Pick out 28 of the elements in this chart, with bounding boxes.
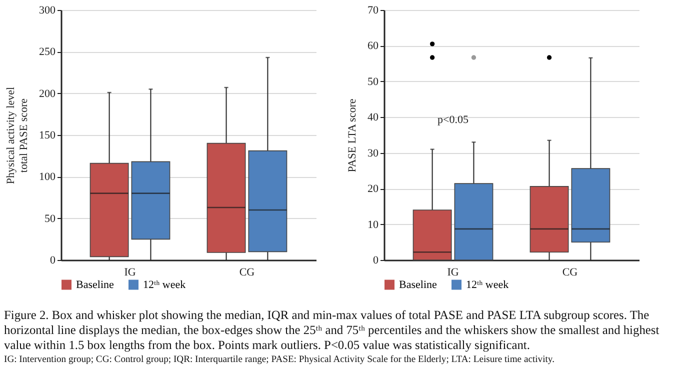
y-axis-title: Physical activity level total PASE score <box>5 86 30 184</box>
y-tick-label: 300 <box>39 4 56 16</box>
y-tick-label: 100 <box>39 171 56 184</box>
y-tick-label: 40 <box>368 112 379 124</box>
y-axis-title: PASE LTA score <box>346 98 358 172</box>
legend-label: 12ᵗʰ week <box>143 278 186 291</box>
y-tick-label: 250 <box>39 46 56 58</box>
legend-label: Baseline <box>399 278 437 291</box>
y-tick-label: 30 <box>368 147 379 160</box>
y-tick-label: 70 <box>368 4 379 16</box>
legend-label: Baseline <box>76 278 114 291</box>
x-tick-label: CG <box>562 266 578 278</box>
y-tick-label: 50 <box>44 212 56 225</box>
y-tick-label: 50 <box>368 76 379 88</box>
caption: Figure 2. Box and whisker plot showing the median, IQR and min-max values of total PASE and PASE LTA subgroup scores. The horizontal line displays the median, the box-edges show the 25ᵗʰ and 75ᵗʰ percentiles and the whiskers show the smallest and highest value within 1.5 box lengths from the box. Points mark outliers. P<0.05 value was statistically significant. <box>4 308 660 353</box>
y-tick-label: 150 <box>39 130 56 142</box>
y-tick-label: 200 <box>39 88 56 100</box>
x-tick-label: IG <box>124 266 136 278</box>
y-tick-label: 20 <box>368 183 379 196</box>
annotation: p<0.05 <box>438 114 469 126</box>
y-tick-label: 10 <box>368 218 379 231</box>
y-tick-label: 0 <box>373 254 379 266</box>
x-tick-label: CG <box>239 266 255 278</box>
legend-label: 12ᵗʰ week <box>466 278 510 291</box>
y-tick-label: 60 <box>368 40 379 52</box>
text: IG: Intervention group; CG: Control group; IQR: Interquartile range; PASE: Physical Activity Scale for the Elderly; LTA: Leisure time activity. <box>4 353 556 366</box>
x-tick-label: IG <box>447 266 459 278</box>
y-tick-label: 0 <box>50 254 56 266</box>
